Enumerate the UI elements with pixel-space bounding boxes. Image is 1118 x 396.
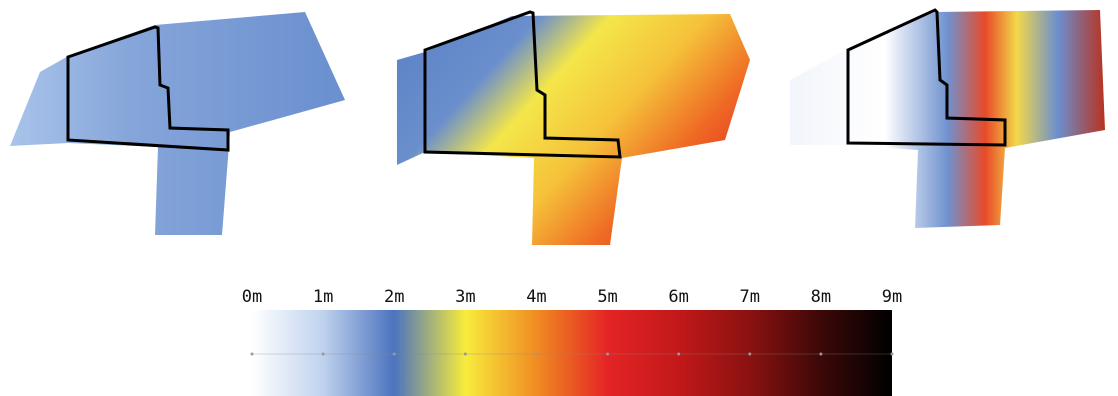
tick-label: 8m xyxy=(811,287,831,307)
tick-mark xyxy=(535,353,538,356)
map-2 xyxy=(397,12,750,245)
tick-mark xyxy=(393,353,396,356)
tick-label: 0m xyxy=(242,287,262,307)
tick-label: 4m xyxy=(526,287,546,307)
tick-label: 7m xyxy=(740,287,760,307)
tick-mark xyxy=(819,353,822,356)
colorbar: 0m 1m 2m 3m 4m 5m 6m 7m 8m 9m xyxy=(242,287,902,396)
tick-mark xyxy=(677,353,680,356)
tick-mark xyxy=(464,353,467,356)
tick-mark xyxy=(606,353,609,356)
map-1 xyxy=(10,12,345,235)
map-3 xyxy=(790,10,1105,228)
tick-label: 2m xyxy=(384,287,404,307)
tick-mark xyxy=(251,353,254,356)
tick-mark xyxy=(322,353,325,356)
figure: 0m 1m 2m 3m 4m 5m 6m 7m 8m 9m xyxy=(0,0,1118,396)
tick-label: 6m xyxy=(668,287,688,307)
colorbar-gradient xyxy=(252,310,892,396)
tick-label: 3m xyxy=(455,287,475,307)
tick-label: 5m xyxy=(597,287,617,307)
tick-mark xyxy=(891,353,894,356)
tick-label: 1m xyxy=(313,287,333,307)
tick-mark xyxy=(748,353,751,356)
tick-label: 9m xyxy=(882,287,902,307)
